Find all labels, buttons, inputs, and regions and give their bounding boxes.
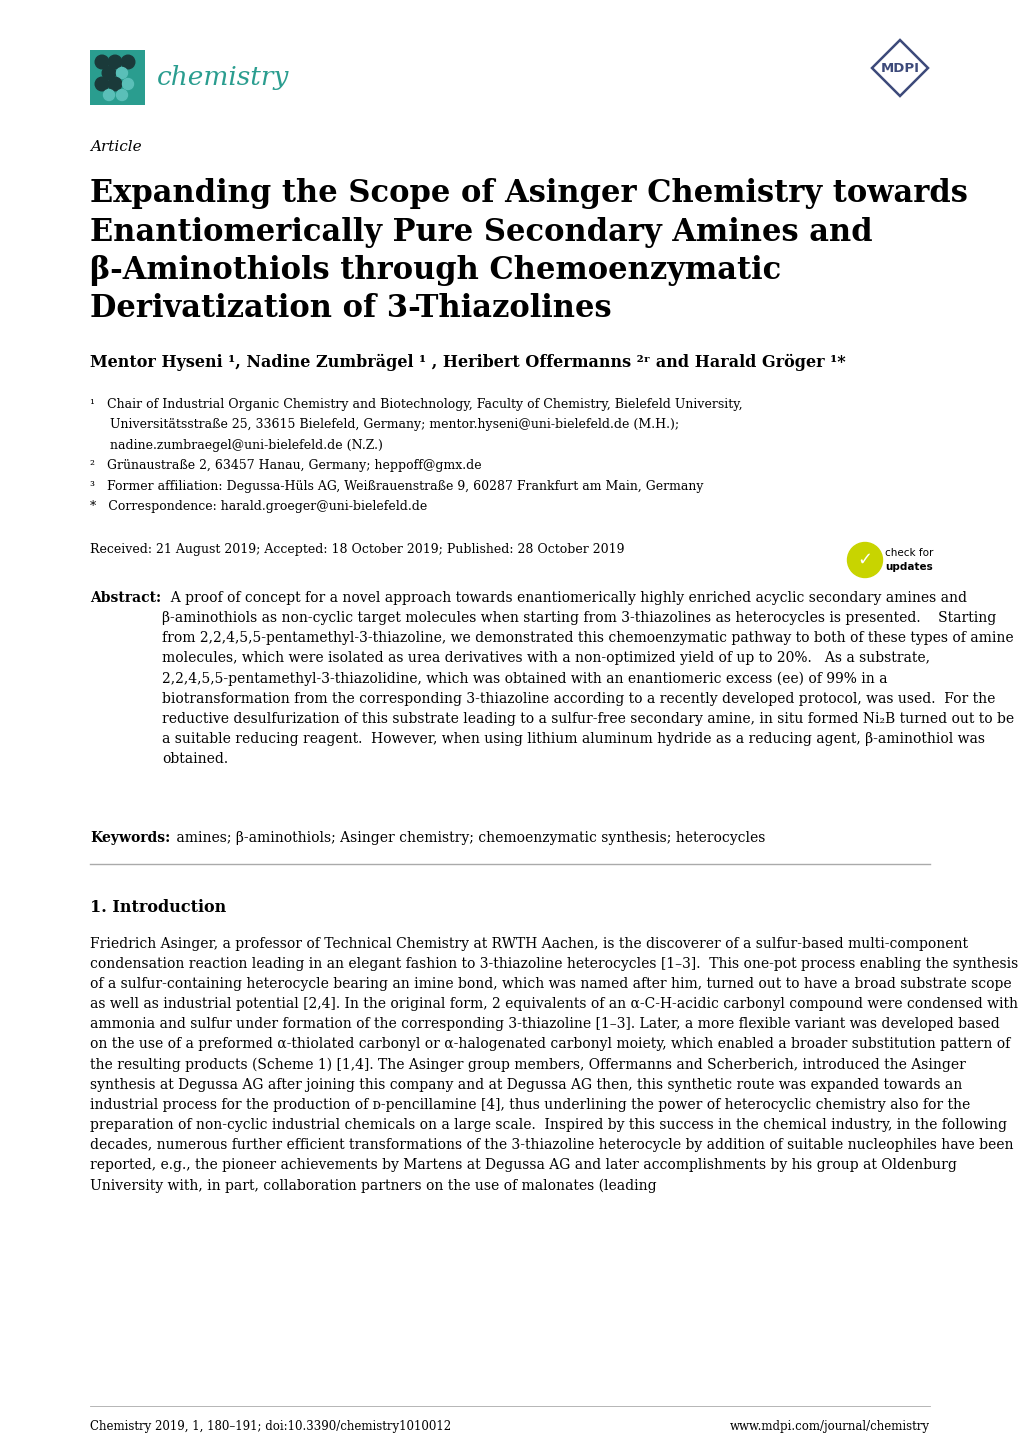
Text: Mentor Hyseni ¹, Nadine Zumbrägel ¹ , Heribert Offermanns ²ʳ and Harald Gröger ¹: Mentor Hyseni ¹, Nadine Zumbrägel ¹ , He… (90, 353, 851, 371)
Text: Derivatization of 3-Thiazolines: Derivatization of 3-Thiazolines (90, 294, 611, 324)
Circle shape (847, 542, 881, 577)
Circle shape (116, 89, 127, 101)
Text: *   Correspondence: harald.groeger@uni-bielefeld.de: * Correspondence: harald.groeger@uni-bie… (90, 500, 427, 513)
Text: Chemistry 2019, 1, 180–191; doi:10.3390/chemistry1010012: Chemistry 2019, 1, 180–191; doi:10.3390/… (90, 1420, 450, 1433)
Circle shape (103, 89, 114, 101)
Text: Received: 21 August 2019; Accepted: 18 October 2019; Published: 28 October 2019: Received: 21 August 2019; Accepted: 18 O… (90, 544, 624, 557)
Text: Abstract:: Abstract: (90, 591, 161, 606)
Circle shape (116, 68, 127, 78)
Text: Article: Article (90, 140, 142, 154)
Text: 1. Introduction: 1. Introduction (90, 898, 226, 916)
FancyBboxPatch shape (90, 50, 145, 105)
Text: MDPI: MDPI (879, 62, 918, 75)
Circle shape (102, 66, 116, 79)
Circle shape (121, 55, 135, 69)
Text: updates: updates (884, 562, 931, 572)
Text: ✓: ✓ (857, 551, 871, 570)
Text: www.mdpi.com/journal/chemistry: www.mdpi.com/journal/chemistry (730, 1420, 929, 1433)
Text: Expanding the Scope of Asinger Chemistry towards: Expanding the Scope of Asinger Chemistry… (90, 177, 967, 209)
Text: Keywords:: Keywords: (90, 831, 170, 845)
Circle shape (95, 55, 109, 69)
Circle shape (95, 78, 109, 91)
Text: ¹   Chair of Industrial Organic Chemistry and Biotechnology, Faculty of Chemistr: ¹ Chair of Industrial Organic Chemistry … (90, 398, 742, 411)
Text: β-Aminothiols through Chemoenzymatic: β-Aminothiols through Chemoenzymatic (90, 255, 781, 286)
Circle shape (108, 55, 121, 69)
Text: ²   Grünaustraße 2, 63457 Hanau, Germany; heppoff@gmx.de: ² Grünaustraße 2, 63457 Hanau, Germany; … (90, 460, 481, 473)
Circle shape (108, 78, 121, 91)
Text: A proof of concept for a novel approach towards enantiomerically highly enriched: A proof of concept for a novel approach … (162, 591, 1013, 766)
Text: ³   Former affiliation: Degussa-Hüls AG, Weißrauenstraße 9, 60287 Frankfurt am M: ³ Former affiliation: Degussa-Hüls AG, W… (90, 480, 703, 493)
Text: nadine.zumbraegel@uni-bielefeld.de (N.Z.): nadine.zumbraegel@uni-bielefeld.de (N.Z.… (90, 438, 382, 451)
Text: Universitätsstraße 25, 33615 Bielefeld, Germany; mentor.hyseni@uni-bielefeld.de : Universitätsstraße 25, 33615 Bielefeld, … (90, 418, 679, 431)
Text: amines; β-aminothiols; Asinger chemistry; chemoenzymatic synthesis; heterocycles: amines; β-aminothiols; Asinger chemistry… (172, 831, 764, 845)
Circle shape (122, 78, 133, 89)
Text: chemistry: chemistry (157, 65, 289, 89)
Text: Friedrich Asinger, a professor of Technical Chemistry at RWTH Aachen, is the dis: Friedrich Asinger, a professor of Techni… (90, 937, 1017, 1193)
Text: check for: check for (884, 548, 932, 558)
Text: Enantiomerically Pure Secondary Amines and: Enantiomerically Pure Secondary Amines a… (90, 216, 872, 248)
